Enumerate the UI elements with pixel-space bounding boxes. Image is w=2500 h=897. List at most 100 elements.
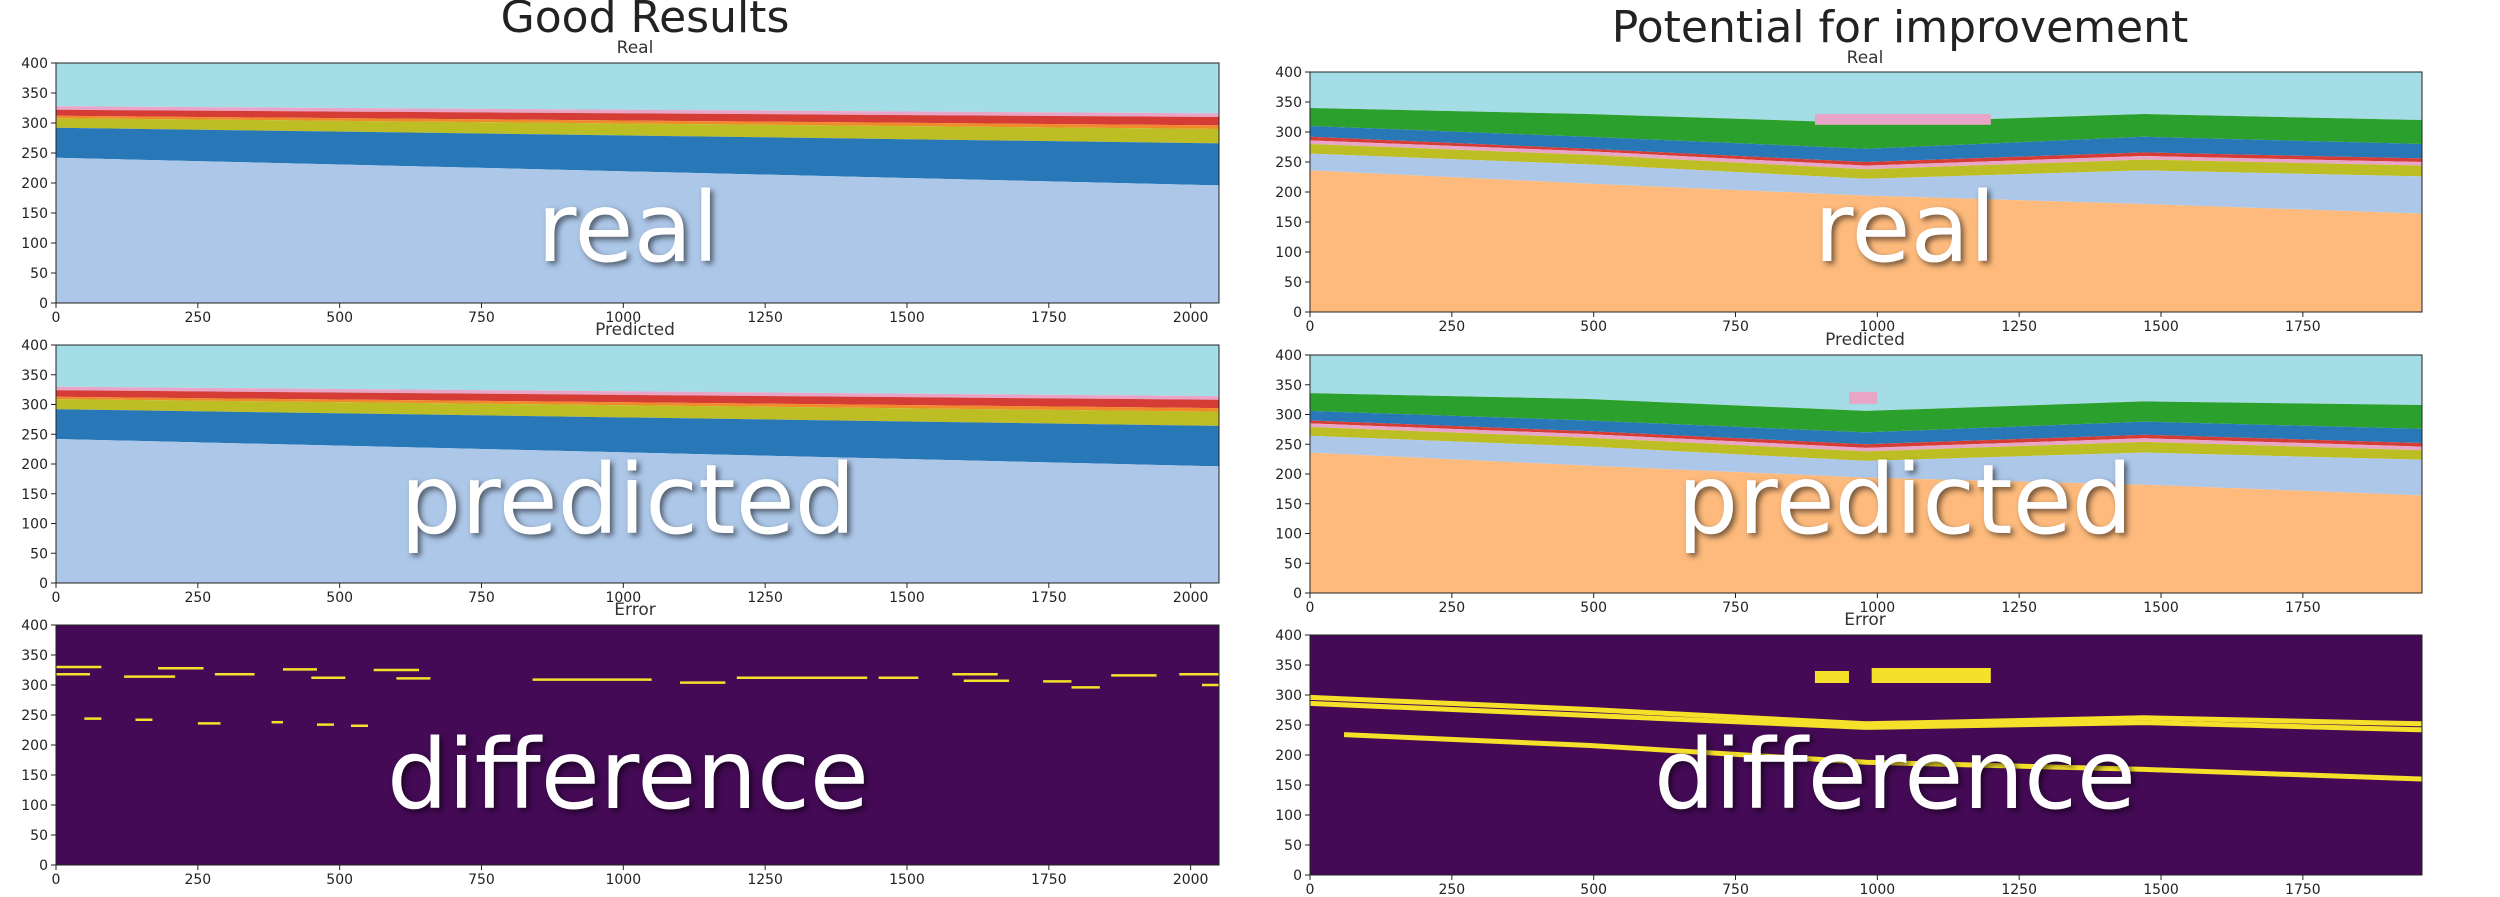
y-tick-label: 400 (1275, 65, 1302, 81)
y-tick-label: 300 (21, 398, 48, 414)
y-tick-label: 100 (21, 798, 48, 814)
layer-peach (1310, 452, 2422, 593)
y-tick-label: 350 (1275, 95, 1302, 111)
x-tick-label: 1500 (2143, 319, 2179, 335)
y-tick-label: 150 (1275, 778, 1302, 794)
right-error-plot: 0 50 100 150 200 250 300 350 400 0 250 500 750 1000 12… (1275, 628, 2423, 897)
y-tick-label: 350 (21, 648, 48, 664)
y-tick-label: 150 (1275, 497, 1302, 513)
layer-pink (56, 106, 1219, 117)
layer-green (1310, 108, 2422, 149)
layer-red (56, 109, 1219, 126)
y-tick-label: 100 (1275, 808, 1302, 824)
layer-pink (56, 386, 1219, 400)
layer-yellow (1310, 426, 2422, 461)
y-tick-label: 300 (1275, 688, 1302, 704)
layer-orange (56, 396, 1219, 412)
right-predicted-plot: 0 50 100 150 200 250 300 350 400 0 250 500 750 1000 12… (1275, 348, 2423, 616)
y-tick-label: 150 (21, 768, 48, 784)
patch-error_line (1871, 668, 1991, 683)
y-tick-label: 350 (1275, 658, 1302, 674)
x-tick-label: 750 (468, 310, 495, 326)
x-tick-label: 1750 (1031, 310, 1067, 326)
overlay-left-difference: difference (387, 719, 869, 831)
x-tick-label: 1500 (889, 872, 925, 888)
x-tick-label: 2000 (1173, 310, 1209, 326)
y-tick-label: 50 (30, 546, 48, 562)
x-tick-label: 500 (326, 872, 353, 888)
y-tick-label: 300 (1275, 408, 1302, 424)
error-line (1309, 694, 2423, 727)
patch-error_line (1814, 671, 1849, 683)
error-line (1343, 732, 2423, 782)
left-real-plot: 0 50 100 150 200 250 300 350 400 0 250 500 750 1000 12… (21, 56, 1220, 326)
layer-orange (56, 115, 1219, 129)
x-tick-label: 1500 (2143, 882, 2179, 897)
x-tick-label: 500 (326, 590, 353, 606)
x-tick-label: 500 (1580, 882, 1607, 897)
x-tick-label: 250 (1438, 600, 1465, 616)
x-tick-label: 750 (468, 590, 495, 606)
y-tick-label: 150 (21, 206, 48, 222)
y-tick-label: 350 (21, 368, 48, 384)
overlay-right-real: real (1814, 172, 1996, 284)
x-tick-label: 250 (184, 590, 211, 606)
y-tick-label: 150 (21, 487, 48, 503)
layer-yellow (1310, 144, 2422, 179)
y-tick-label: 400 (1275, 348, 1302, 364)
layer-lightblue (56, 439, 1219, 583)
x-tick-label: 1250 (2001, 882, 2037, 897)
x-tick-label: 250 (1438, 319, 1465, 335)
x-tick-label: 500 (326, 310, 353, 326)
y-tick-label: 400 (21, 338, 48, 354)
layer-red (56, 390, 1219, 409)
y-tick-label: 0 (1293, 868, 1302, 884)
y-tick-label: 50 (1284, 556, 1302, 572)
layer-lightblue (56, 157, 1219, 303)
x-tick-label: 750 (468, 872, 495, 888)
x-tick-label: 1500 (889, 310, 925, 326)
y-tick-label: 200 (1275, 748, 1302, 764)
y-tick-label: 100 (21, 236, 48, 252)
x-tick-label: 1750 (1031, 590, 1067, 606)
y-tick-label: 400 (21, 56, 48, 72)
overlay-right-difference: difference (1654, 719, 2136, 831)
subplot-title-right-real: Real (1846, 48, 1884, 68)
layer-darkblue (1310, 410, 2422, 445)
y-tick-label: 350 (21, 86, 48, 102)
layer-sky (1310, 355, 2422, 411)
x-tick-label: 250 (184, 872, 211, 888)
y-tick-label: 250 (1275, 718, 1302, 734)
y-tick-label: 50 (1284, 275, 1302, 291)
layer-darkblue (1310, 126, 2422, 162)
y-tick-label: 250 (1275, 437, 1302, 453)
y-tick-label: 0 (39, 296, 48, 312)
y-tick-label: 50 (1284, 838, 1302, 854)
y-tick-label: 250 (1275, 155, 1302, 171)
overlay-left-real: real (537, 172, 719, 284)
y-tick-label: 250 (21, 427, 48, 443)
x-tick-label: 1000 (1860, 600, 1896, 616)
x-tick-label: 250 (184, 310, 211, 326)
subplot-title-left-real: Real (616, 38, 654, 58)
x-tick-label: 500 (1580, 319, 1607, 335)
x-tick-label: 1250 (747, 590, 783, 606)
layer-lightblue (1310, 435, 2422, 496)
column-title-potential-improvement: Potential for improvement (1611, 2, 2189, 53)
x-tick-label: 0 (52, 590, 61, 606)
y-tick-label: 100 (21, 517, 48, 533)
subplot-title-left-error: Error (614, 600, 656, 620)
x-tick-label: 1500 (2143, 600, 2179, 616)
y-tick-label: 200 (21, 176, 48, 192)
x-tick-label: 1750 (2285, 600, 2321, 616)
y-tick-label: 150 (1275, 215, 1302, 231)
x-tick-label: 0 (52, 310, 61, 326)
error-line (1309, 700, 2423, 733)
y-tick-label: 250 (21, 146, 48, 162)
y-tick-label: 300 (1275, 125, 1302, 141)
x-tick-label: 1000 (605, 310, 641, 326)
x-tick-label: 0 (1306, 882, 1315, 897)
patch-pink (1814, 114, 1991, 125)
x-tick-label: 750 (1722, 600, 1749, 616)
x-tick-label: 1250 (747, 310, 783, 326)
